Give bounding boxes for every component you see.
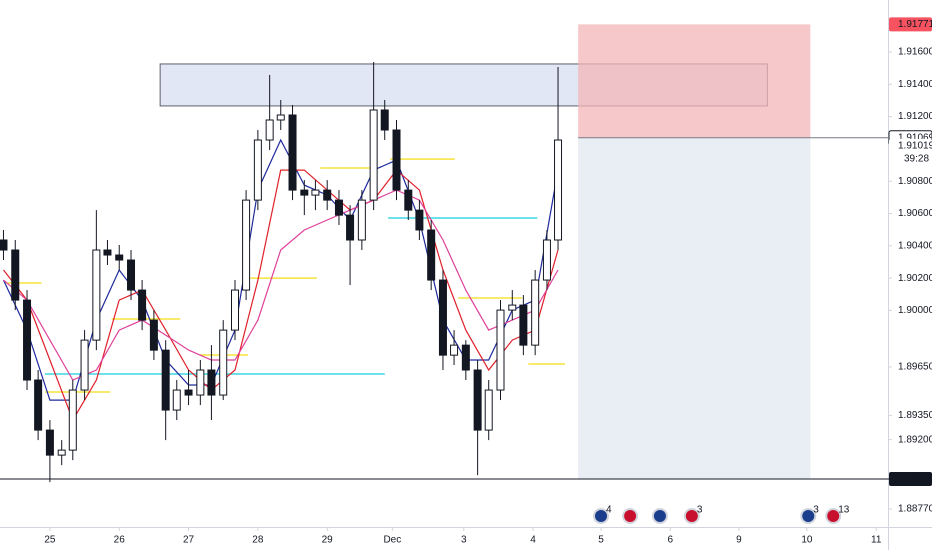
price-marker-label: 1.91069 <box>898 132 932 143</box>
candle-body <box>554 139 563 241</box>
event-count: 13 <box>838 505 850 516</box>
candle-body <box>404 189 413 211</box>
candle-body <box>346 214 355 241</box>
candle-body <box>196 369 205 396</box>
price-marker <box>889 472 932 487</box>
candle-body <box>45 429 54 456</box>
event-count: 3 <box>697 505 703 516</box>
x-tick-label: 28 <box>252 535 264 546</box>
candle-body <box>300 189 309 196</box>
candle-body <box>357 199 366 241</box>
candle-body <box>184 389 193 396</box>
event-count: 4 <box>606 505 612 516</box>
x-tick-label: 9 <box>736 535 742 546</box>
y-tick-label: 1.90800 <box>898 176 932 187</box>
y-tick-label: 1.89350 <box>898 410 932 421</box>
y-tick-label: 1.91400 <box>898 79 932 90</box>
price-marker-label: 1.91771 <box>898 19 932 30</box>
candle-body <box>172 389 181 411</box>
y-tick-label: 1.90600 <box>898 208 932 219</box>
candle-body <box>230 289 239 331</box>
candle-body <box>242 199 251 291</box>
candle-body <box>127 259 136 291</box>
candle-body <box>473 369 482 431</box>
countdown: 39:28 <box>904 153 929 164</box>
candle-body <box>265 119 274 141</box>
candle-body <box>80 339 89 391</box>
event-count: 3 <box>813 505 819 516</box>
y-tick-label: 1.90000 <box>898 305 932 316</box>
candle-body <box>276 114 285 121</box>
y-tick-label: 1.89650 <box>898 362 932 373</box>
y-tick-label: 1.89200 <box>898 434 932 445</box>
x-tick-label: 29 <box>322 535 334 546</box>
stop-area <box>578 24 811 138</box>
candle-body <box>149 319 158 351</box>
candle-body <box>496 309 505 391</box>
price-marker <box>889 138 932 153</box>
candle-body <box>438 279 447 356</box>
candle-body <box>369 109 378 201</box>
event-icon <box>683 508 700 524</box>
candle-body <box>392 129 401 191</box>
candle-body <box>161 349 170 411</box>
x-tick-label: 4 <box>530 535 536 546</box>
candle-body <box>519 304 528 346</box>
candle-body <box>450 344 459 356</box>
candle-body <box>103 249 112 256</box>
x-tick-label: Dec <box>383 535 401 546</box>
x-tick-label: 6 <box>668 535 674 546</box>
candle-body <box>0 239 8 251</box>
candle-body <box>253 139 262 201</box>
event-icon <box>651 508 668 524</box>
event-icon <box>622 508 639 524</box>
candle-body <box>207 369 216 396</box>
event-icon <box>825 508 842 524</box>
y-tick-label: 1.91200 <box>898 111 932 122</box>
price-marker-label: 1.91019 <box>898 140 932 151</box>
candle-body <box>68 389 77 451</box>
candle-body <box>34 379 43 431</box>
candle-body <box>334 199 343 216</box>
candle-body <box>311 189 320 196</box>
x-tick-label: 26 <box>114 535 126 546</box>
candle-body <box>380 109 389 131</box>
candle-body <box>11 249 20 301</box>
y-tick-label: 1.90400 <box>898 240 932 251</box>
price-marker-label: 1.88956 <box>898 474 932 485</box>
candle-body <box>138 289 147 321</box>
x-tick-label: 27 <box>183 535 195 546</box>
candle-body <box>219 329 228 396</box>
x-tick-label: 3 <box>461 535 467 546</box>
moving-average <box>3 189 559 381</box>
y-tick-label: 1.91600 <box>898 47 932 58</box>
candle-body <box>115 254 124 261</box>
candle-body <box>461 344 470 371</box>
candle-body <box>427 229 436 281</box>
candle-body <box>542 239 551 281</box>
y-tick-label: 1.88770 <box>898 504 932 515</box>
candle-body <box>415 209 424 231</box>
target-area <box>578 137 811 480</box>
x-tick-label: 10 <box>801 535 813 546</box>
candle-body <box>92 249 101 341</box>
candle-body <box>323 189 332 201</box>
candle-body <box>288 114 297 191</box>
event-icon <box>593 508 610 524</box>
candle-body <box>508 304 517 311</box>
y-tick-label: 1.90200 <box>898 273 932 284</box>
candle-body <box>531 279 540 346</box>
x-tick-label: 25 <box>44 535 56 546</box>
candle-body <box>484 389 493 431</box>
price-marker <box>889 17 932 32</box>
candle-body <box>57 449 66 456</box>
event-icon <box>800 508 817 524</box>
x-tick-label: 11 <box>871 535 882 546</box>
candle-body <box>23 299 32 381</box>
moving-average <box>3 169 559 422</box>
x-tick-label: 5 <box>598 535 604 546</box>
